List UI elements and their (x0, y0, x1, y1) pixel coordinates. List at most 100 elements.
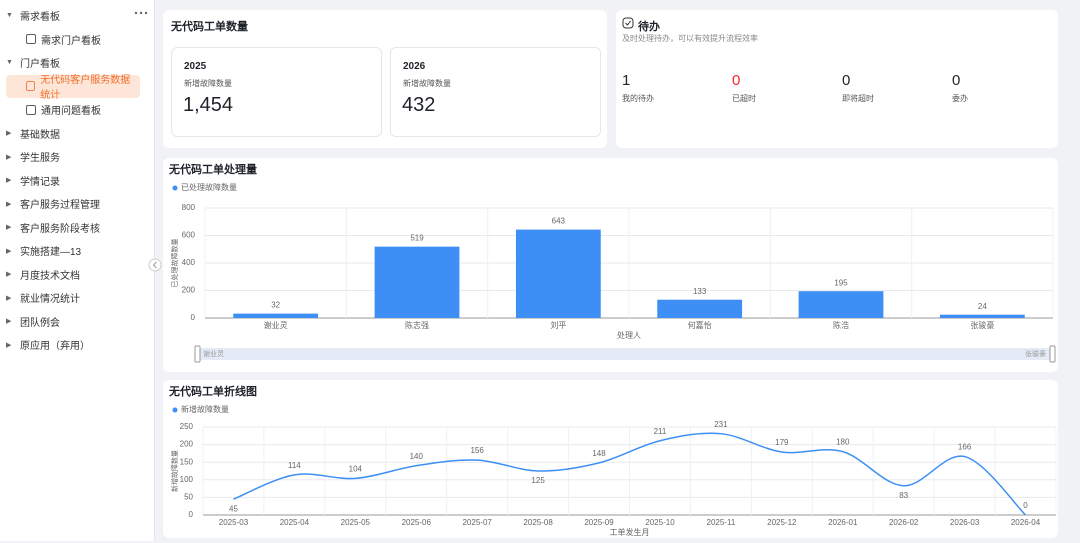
y-tick-label: 250 (180, 422, 194, 431)
data-label: 643 (552, 217, 566, 226)
menu-label: 学情记录 (20, 176, 60, 188)
range-slider (195, 348, 1055, 360)
page-icon (26, 34, 36, 45)
menu-label: 客户服务过程管理 (20, 200, 100, 212)
menu-group[interactable]: ▶ 原应用（弃用） (0, 333, 154, 357)
x-tick-label: 何嘉怡 (688, 320, 712, 330)
x-tick-label: 2025-09 (584, 518, 614, 527)
legend-label: 新增故障数量 (181, 404, 229, 414)
x-tick-label: 2026-03 (950, 518, 980, 527)
menu-group[interactable]: ▶ 月度技术文档 (0, 263, 154, 287)
y-tick-label: 200 (182, 286, 196, 295)
x-tick-label: 2025-12 (767, 518, 797, 527)
panel-subtitle: 及时处理待办，可以有效提升流程效率 (622, 34, 758, 43)
y-tick-label: 50 (184, 493, 193, 502)
legend-label: 已处理故障数量 (181, 182, 237, 192)
y-tick-label: 800 (182, 203, 196, 212)
x-tick-label: 陈志强 (405, 320, 429, 330)
menu-group[interactable]: ▶ 基础数据 (0, 122, 154, 146)
x-tick-label: 2025-10 (645, 518, 675, 527)
x-axis-label: 工单发生月 (610, 527, 650, 537)
menu-label: 通用问题看板 (41, 106, 101, 118)
bar (374, 246, 460, 318)
todo-count: 0 (952, 72, 961, 89)
data-label: 32 (271, 301, 280, 310)
todo-item[interactable]: 1 我的待办 (622, 72, 732, 104)
stat-value: 432 (402, 94, 436, 116)
menu-label: 无代码客户服务数据统计 (40, 75, 131, 102)
y-tick-label: 150 (180, 457, 194, 466)
menu-item[interactable]: 需求门户看板 (6, 28, 140, 52)
stat-year: 2025 (184, 61, 207, 72)
data-label: 179 (775, 438, 789, 447)
panel-title: 待办 (638, 21, 660, 33)
caret-icon: ▶ (6, 247, 12, 255)
todo-count: 0 (842, 72, 851, 89)
legend-marker (172, 185, 178, 191)
data-label: 180 (836, 438, 850, 447)
chart-title: 无代码工单处理量 (168, 162, 257, 176)
y-axis-label: 已处理故障数量 (170, 239, 179, 288)
data-label: 24 (978, 302, 987, 311)
stat-label: 新增故障数量 (184, 79, 232, 88)
data-label: 231 (714, 420, 728, 429)
bar (939, 314, 1025, 318)
data-label: 45 (229, 504, 238, 513)
panel-title: 无代码工单数量 (171, 21, 248, 33)
x-tick-label: 张骏豪 (970, 320, 994, 330)
slider-handle (1049, 345, 1056, 363)
x-tick-label: 2025-07 (462, 518, 492, 527)
todo-icon (622, 17, 634, 29)
x-tick-label: 2026-01 (828, 518, 858, 527)
menu-label: 团队例会 (20, 317, 60, 329)
menu-item[interactable]: 无代码客户服务数据统计 (6, 74, 140, 101)
caret-icon: ▶ (6, 341, 12, 349)
data-label: 195 (834, 278, 848, 287)
menu-label: 学生服务 (20, 153, 60, 165)
stat-card: 2026 新增故障数量 432 (390, 47, 601, 137)
todo-item[interactable]: 0 委办 (952, 72, 1062, 104)
todo-label: 我的待办 (622, 94, 654, 103)
todo-count: 0 (732, 72, 741, 89)
data-label: 133 (693, 287, 707, 296)
data-label: 148 (592, 449, 606, 458)
page-icon (26, 104, 36, 115)
bar-panel: 无代码工单处理量 已处理故障数量 已处理故障数量 0 200 400 600 800 谢业灵 陈志… (163, 158, 1058, 372)
menu-group[interactable]: ▶ 学情记录 (0, 169, 154, 193)
menu-group[interactable]: ▶ 学生服务 (0, 145, 154, 169)
menu-item[interactable]: 通用问题看板 (6, 98, 140, 122)
x-tick-label: 2025-03 (219, 518, 249, 527)
menu-label: 需求看板 (20, 12, 60, 24)
chart-title: 无代码工单折线图 (168, 384, 257, 398)
menu-group[interactable]: ▶ 实施搭建—13 (0, 239, 154, 263)
menu-group[interactable]: ▼ 门户看板 (0, 51, 154, 75)
menu-group[interactable]: ▶ 就业情况统计 (0, 286, 154, 310)
menu-group[interactable]: ▶ 客户服务阶段考核 (0, 216, 154, 240)
x-tick-label: 谢业灵 (264, 320, 288, 330)
menu-label: 实施搭建—13 (20, 247, 82, 259)
data-label: 104 (349, 465, 363, 474)
todo-panel: 待办 及时处理待办，可以有效提升流程效率 1 我的待办 0 已超时 0 即将超时 0 委办 (616, 10, 1058, 148)
menu-group[interactable]: ▼ 需求看板 (0, 4, 154, 28)
data-label: 83 (899, 491, 908, 500)
menu-group[interactable]: ▶ 团队例会 (0, 310, 154, 334)
menu-label: 需求门户看板 (41, 35, 101, 47)
collapse-button[interactable] (148, 258, 162, 272)
menu-group[interactable]: ▶ 客户服务过程管理 (0, 192, 154, 216)
caret-icon: ▼ (6, 12, 13, 20)
todo-item[interactable]: 0 即将超时 (842, 72, 952, 104)
todo-label: 已超时 (732, 94, 756, 103)
caret-icon: ▶ (6, 294, 12, 302)
more-icon[interactable] (133, 8, 149, 18)
menu-label: 月度技术文档 (20, 270, 80, 282)
bar (798, 291, 884, 318)
todo-item[interactable]: 0 已超时 (732, 72, 842, 104)
data-label: 211 (654, 427, 667, 436)
caret-icon: ▶ (6, 130, 12, 138)
stat-year: 2026 (403, 61, 426, 72)
slider-end-label: 张骏豪 (1025, 349, 1046, 358)
x-tick-label: 2025-11 (707, 518, 736, 527)
legend-marker (172, 407, 178, 413)
count-panel: 无代码工单数量 2025 新增故障数量 1,454 2026 新增故障数量 432 (163, 10, 607, 148)
x-axis-label: 处理人 (617, 330, 641, 340)
